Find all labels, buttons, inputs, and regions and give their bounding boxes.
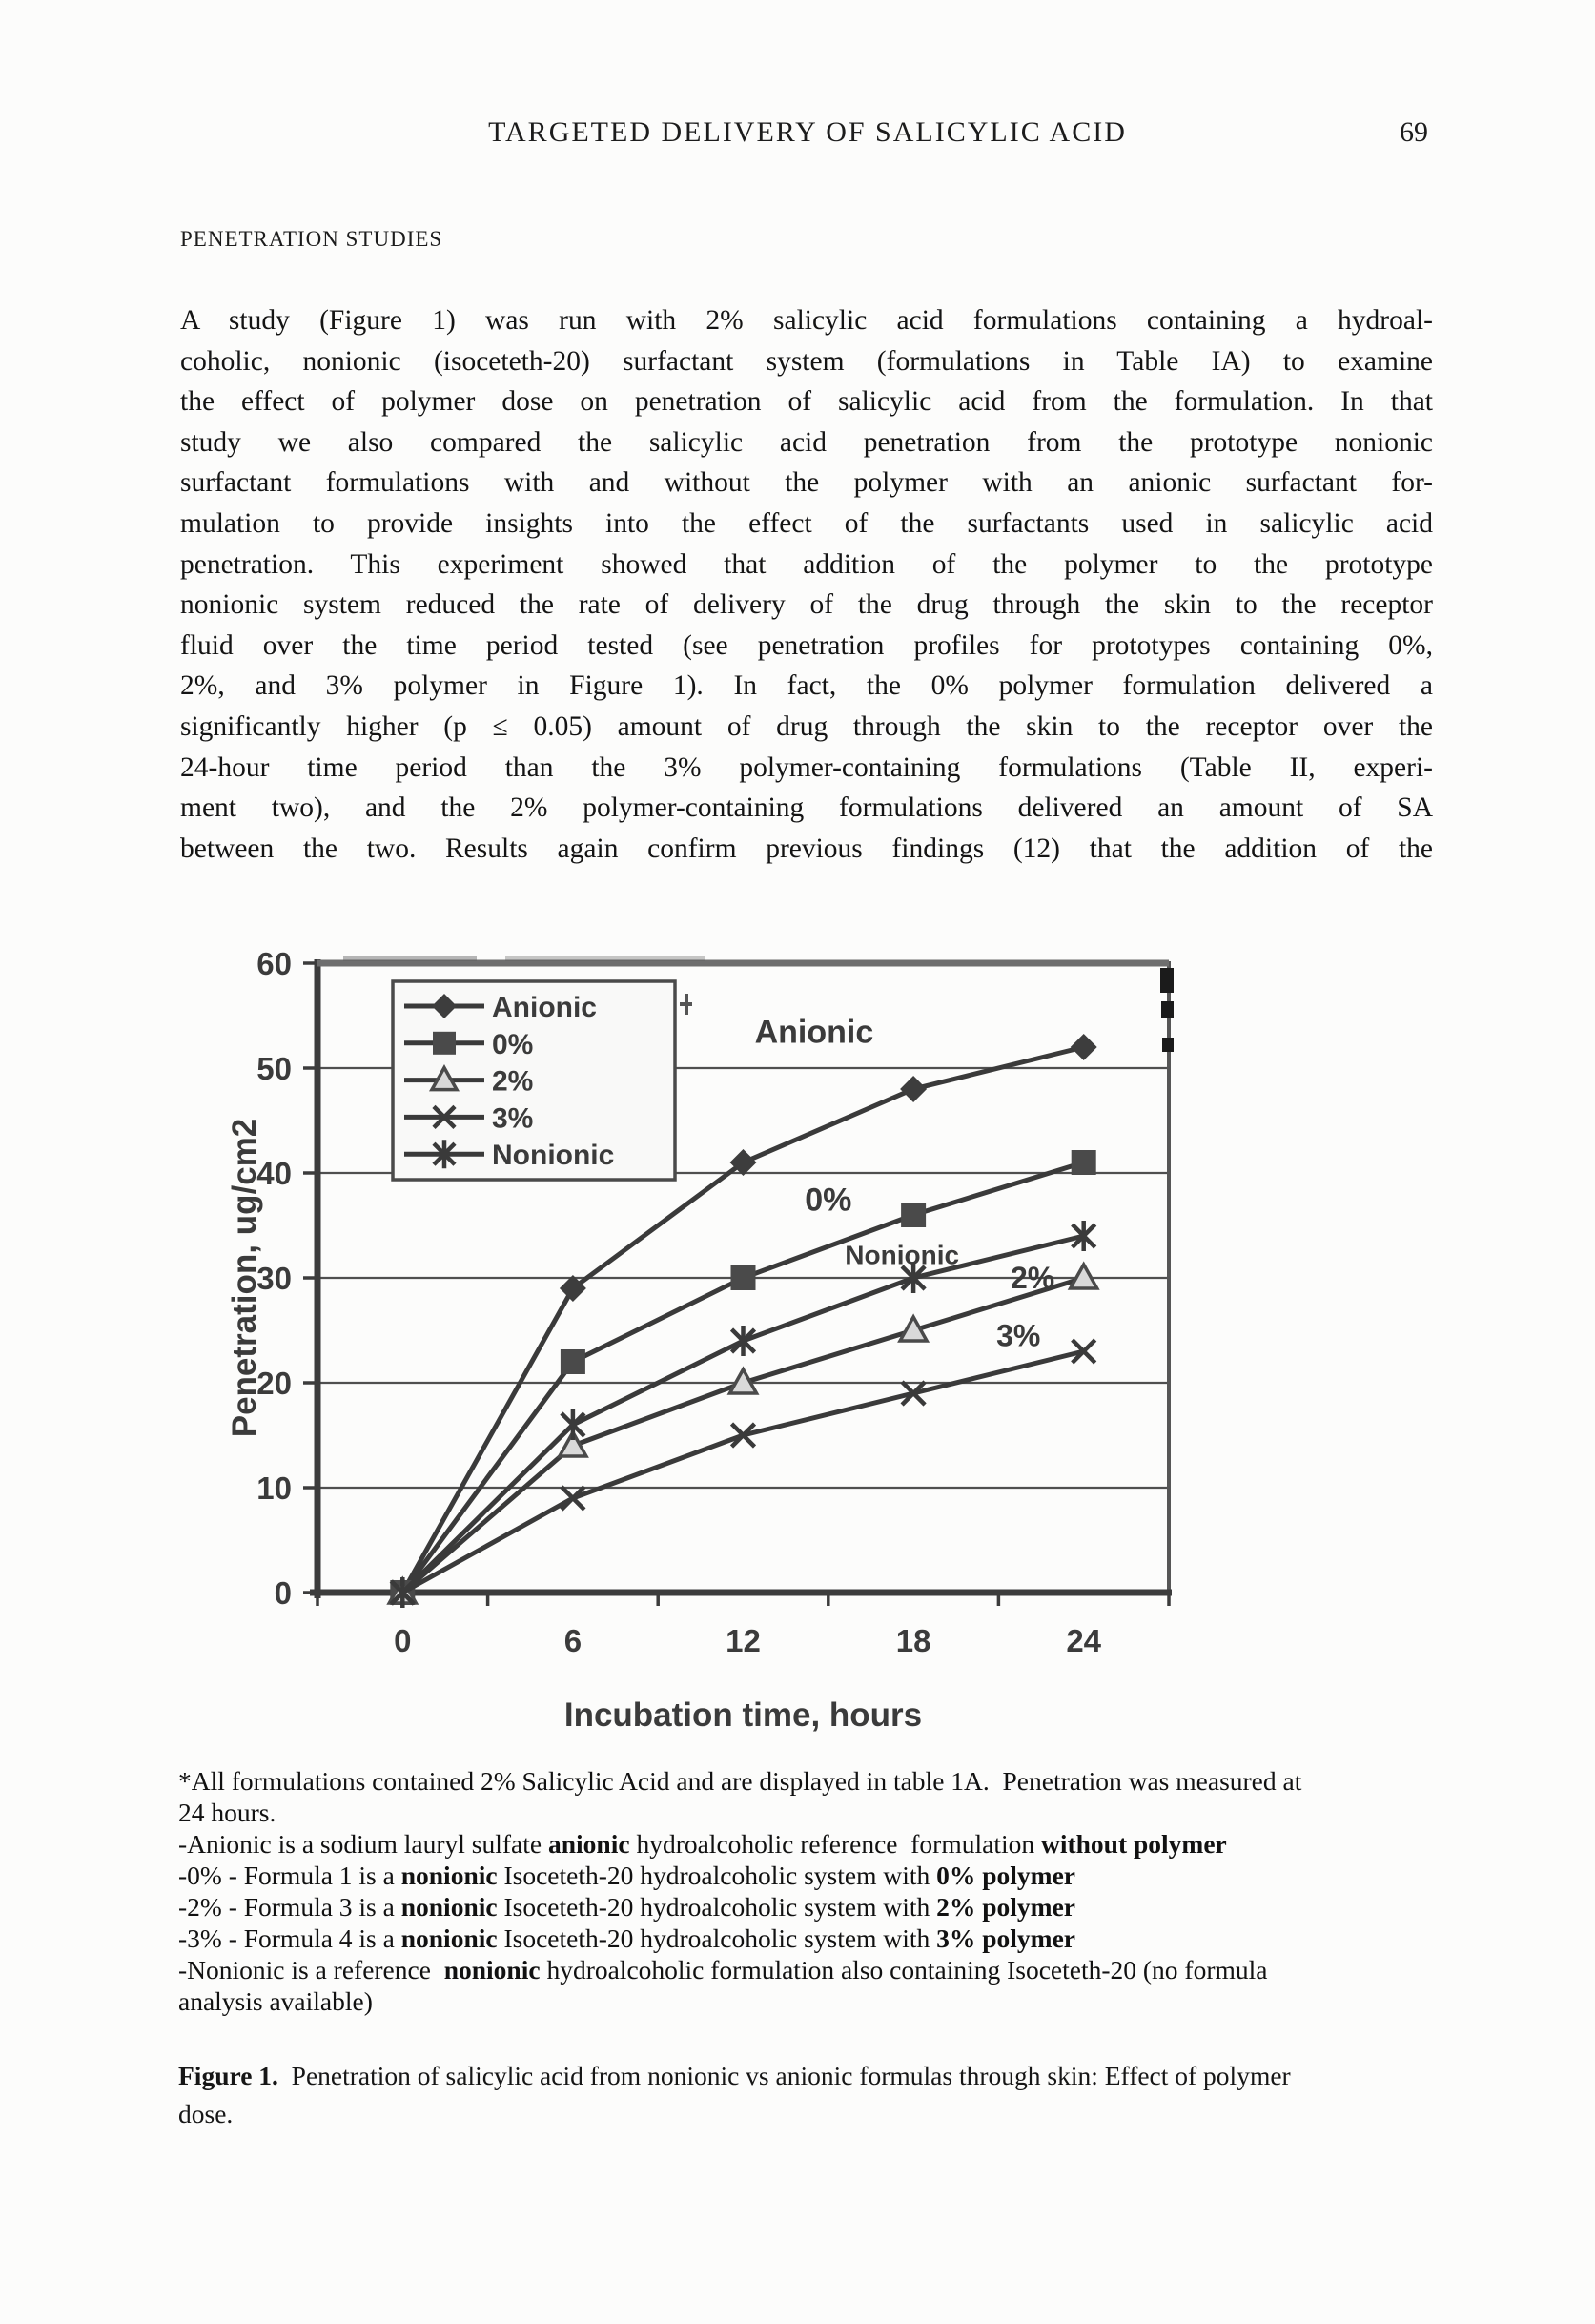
footnote-line: *All formulations contained 2% Salicylic… xyxy=(178,1766,1302,1796)
paragraph-line: A study (Figure 1) was run with 2% salic… xyxy=(180,305,1433,336)
x-tick-label: 18 xyxy=(896,1623,931,1658)
asterisk-marker xyxy=(900,1263,927,1293)
legend-label: Anionic xyxy=(492,992,597,1023)
asterisk-marker xyxy=(389,1577,416,1608)
y-tick-label: 30 xyxy=(256,1261,292,1296)
scan-smudge xyxy=(505,956,705,961)
figure-footnotes: *All formulations contained 2% Salicylic… xyxy=(178,1765,1450,2017)
legend-label: Nonionic xyxy=(492,1140,614,1171)
paragraph-line: significantly higher (p ≤ 0.05) amount o… xyxy=(180,710,1433,742)
scan-artifact xyxy=(1162,1038,1174,1052)
triangle-marker xyxy=(897,1313,930,1343)
asterisk-marker xyxy=(432,1140,457,1169)
y-tick-label: 0 xyxy=(275,1575,292,1611)
asterisk-marker xyxy=(560,1409,586,1440)
plot-annotation: 0% xyxy=(805,1182,851,1218)
x-marker xyxy=(560,1485,586,1512)
y-tick-label: 50 xyxy=(256,1051,292,1086)
square-marker xyxy=(901,1203,927,1227)
footnote-line: -0% - Formula 1 is a nonionic Isoceteth-… xyxy=(178,1861,1076,1890)
y-axis-label: Penetration, ug/cm2 xyxy=(226,1119,263,1438)
footnote-line: 24 hours. xyxy=(178,1798,276,1827)
footnote-line: -3% - Formula 4 is a nonionic Isoceteth-… xyxy=(178,1923,1076,1953)
square-marker xyxy=(433,1031,456,1055)
paragraph-line: fluid over the time period tested (see p… xyxy=(180,629,1433,661)
x-tick-label: 6 xyxy=(564,1623,582,1658)
scan-artifact xyxy=(1161,1001,1174,1018)
x-tick-label: 0 xyxy=(394,1623,411,1658)
paragraph-line: 24-hour time period than the 3% polymer-… xyxy=(180,751,1433,783)
scan-smudge xyxy=(343,956,477,961)
paragraph-line: coholic, nonionic (isoceteth-20) surfact… xyxy=(180,345,1433,377)
legend-label: 2% xyxy=(492,1066,533,1098)
asterisk-marker xyxy=(729,1326,757,1356)
legend-label: 3% xyxy=(492,1102,533,1134)
x-tick-label: 24 xyxy=(1066,1623,1101,1658)
plot-annotation: 3% xyxy=(996,1319,1040,1353)
paragraph-line: surfactant formulations with and without… xyxy=(180,467,1433,499)
paragraph-line: nonionic system reduced the rate of deli… xyxy=(180,589,1433,621)
scan-artifact xyxy=(680,1002,692,1006)
y-tick-label: 20 xyxy=(256,1366,292,1401)
diamond-marker xyxy=(559,1275,586,1302)
footnote-line: analysis available) xyxy=(178,1986,373,2016)
diamond-marker xyxy=(729,1149,757,1176)
footnote-line: -2% - Formula 3 is a nonionic Isoceteth-… xyxy=(178,1892,1076,1922)
triangle-marker xyxy=(726,1366,760,1395)
figure-1-chart: 0 6 12 18 24 0 10 20 30 40 50 60 Incubation time, ho… xyxy=(226,946,1174,1734)
x-axis-label: Incubation time, hours xyxy=(564,1697,922,1734)
asterisk-marker xyxy=(1071,1221,1097,1251)
footnote-line: -Anionic is a sodium lauryl sulfate anio… xyxy=(178,1829,1227,1859)
page-number: 69 xyxy=(1400,116,1428,148)
square-marker xyxy=(560,1349,585,1374)
footnote-line: -Nonionic is a reference nonionic hydroa… xyxy=(178,1955,1268,1985)
diamond-marker xyxy=(432,994,457,1018)
x-marker xyxy=(1071,1338,1097,1365)
caption-line: dose. xyxy=(178,2099,234,2129)
y-tick-label: 60 xyxy=(256,946,292,981)
plot-annotation: Nonionic xyxy=(845,1241,959,1270)
body-paragraph: A study (Figure 1) was run with 2% salic… xyxy=(180,300,1433,869)
x-marker xyxy=(729,1422,757,1449)
triangle-marker xyxy=(1067,1261,1100,1290)
y-tick-label: 10 xyxy=(256,1470,292,1506)
paragraph-line: ment two), and the 2% polymer-containing… xyxy=(180,792,1433,824)
paragraph-line: study we also compared the salicylic aci… xyxy=(180,426,1433,458)
paragraph-line: the effect of polymer dose on penetratio… xyxy=(180,386,1433,418)
triangle-marker xyxy=(429,1064,460,1092)
y-tick-label: 40 xyxy=(256,1156,292,1191)
running-header: TARGETED DELIVERY OF SALICYLIC ACID 69 xyxy=(181,116,1434,156)
scan-artifact xyxy=(1160,968,1174,993)
paragraph-line: between the two. Results again confirm p… xyxy=(180,833,1433,864)
section-heading: PENETRATION STUDIES xyxy=(180,227,443,251)
figure-1: 0 6 12 18 24 0 10 20 30 40 50 60 Incubation time, ho… xyxy=(200,927,1268,1766)
x-tick-label: 12 xyxy=(726,1623,761,1658)
legend-label: 0% xyxy=(492,1029,533,1060)
paragraph-line: 2%, and 3% polymer in Figure 1). In fact… xyxy=(180,670,1433,702)
triangle-marker xyxy=(556,1429,589,1458)
figure-caption: Figure 1. Penetration of salicylic acid … xyxy=(178,2057,1450,2133)
x-marker xyxy=(900,1380,927,1407)
square-marker xyxy=(1071,1150,1096,1175)
diamond-marker xyxy=(900,1076,928,1102)
square-marker xyxy=(730,1265,756,1290)
paragraph-line: mulation to provide insights into the ef… xyxy=(180,507,1433,539)
plot-annotation: 2% xyxy=(1011,1261,1054,1295)
diamond-marker xyxy=(1070,1034,1097,1060)
x-marker xyxy=(432,1104,457,1129)
book-title: TARGETED DELIVERY OF SALICYLIC ACID xyxy=(488,116,1127,148)
paragraph-line: penetration. This experiment showed that… xyxy=(180,548,1433,580)
plot-annotation: Anionic xyxy=(755,1014,874,1050)
caption-line: Figure 1. Penetration of salicylic acid … xyxy=(178,2061,1291,2090)
